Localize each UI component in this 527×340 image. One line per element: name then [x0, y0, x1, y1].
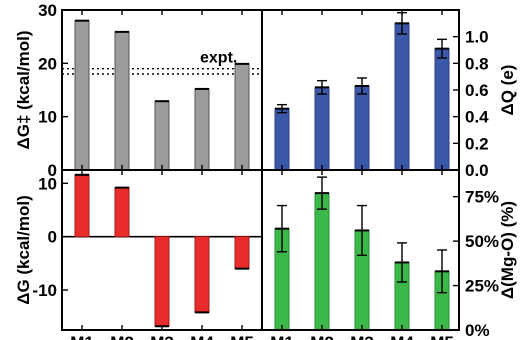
- bar-m5: [234, 236, 250, 270]
- bar-m4: [194, 236, 210, 313]
- y-axis-label-4: Δ(Mg-O) (%): [498, 201, 517, 299]
- bar-m4: [394, 22, 410, 171]
- bar-m2: [314, 192, 330, 331]
- y-tick-label: 50%: [465, 232, 499, 251]
- bar-m2: [114, 31, 130, 171]
- bar-m1: [74, 20, 90, 171]
- bar-m3: [154, 100, 170, 171]
- x-tick-label-m5: M5: [230, 333, 254, 340]
- x-tick-label-m4: M4: [190, 333, 214, 340]
- x-tick-label-m3: M3: [350, 333, 374, 340]
- panel-reaction-energy: M1 M2 M3 M4 M5 -10 0 10: [32, 170, 262, 340]
- bar-m1: [274, 108, 290, 171]
- bar-m5: [434, 48, 450, 171]
- bar-m3: [354, 85, 370, 171]
- y-tick-label: 75%: [465, 188, 499, 207]
- y-tick-label: 0%: [465, 321, 490, 340]
- y-tick-label: -10: [32, 281, 57, 300]
- y-tick-label: 0.4: [465, 108, 489, 127]
- x-tick-label-m3: M3: [150, 333, 174, 340]
- x-tick-label-m1: M1: [70, 333, 94, 340]
- panel-frames: [61, 9, 460, 331]
- bar-m2: [314, 86, 330, 171]
- panel-mg-o-change: M1 M2 M3 M4 M5 0% 25% 50% 75%: [270, 170, 499, 340]
- y-tick-label: 0: [48, 228, 57, 247]
- panel-activation-energy: expt. 0 10 20 30: [38, 1, 262, 180]
- x-tick-label-m2: M2: [110, 333, 134, 340]
- x-tick-label-m2: M2: [310, 333, 334, 340]
- y-tick-label: 0: [48, 161, 57, 180]
- bar-m1: [74, 174, 90, 238]
- y-tick-label: 0.6: [465, 81, 489, 100]
- y-axis-label-1: ΔG‡ (kcal/mol): [14, 31, 33, 150]
- y-tick-label: 10: [38, 108, 57, 127]
- y-tick-label: 0.2: [465, 134, 489, 153]
- y-tick-label: 20: [38, 54, 57, 73]
- y-tick-label: 1.0: [465, 28, 489, 47]
- y-tick-label: 25%: [465, 277, 499, 296]
- panel-charge-transfer: 0.0 0.2 0.4 0.6 0.8 1.0: [274, 10, 489, 180]
- y-tick-label: 0.8: [465, 54, 489, 73]
- expt-label: expt.: [200, 50, 237, 67]
- y-axis-label-3: ΔG (kcal/mol): [14, 195, 33, 305]
- x-tick-label-m1: M1: [270, 333, 294, 340]
- bar-m4: [194, 88, 210, 171]
- bar-m2: [114, 187, 130, 238]
- y-axis-label-2: ΔQ (e): [498, 65, 517, 116]
- x-tick-label-m4: M4: [390, 333, 414, 340]
- y-tick-label: 0.0: [465, 161, 489, 180]
- y-tick-label: 10: [38, 174, 57, 193]
- axis-labels: ΔG‡ (kcal/mol) ΔQ (e) ΔG (kcal/mol) Δ(Mg-O)…: [14, 31, 517, 305]
- y-tick-label: 30: [38, 1, 57, 20]
- bar-m3: [154, 236, 170, 327]
- x-tick-label-m5: M5: [430, 333, 454, 340]
- bar-m5: [234, 63, 250, 171]
